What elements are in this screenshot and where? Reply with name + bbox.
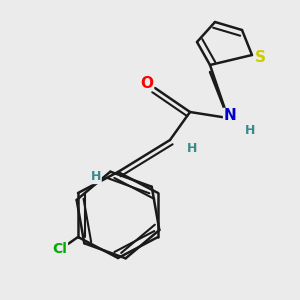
Text: H: H — [91, 170, 101, 184]
Text: Cl: Cl — [52, 242, 68, 256]
Text: H: H — [187, 142, 197, 154]
Text: O: O — [140, 76, 154, 91]
Text: S: S — [254, 50, 266, 64]
Text: H: H — [245, 124, 255, 136]
Text: N: N — [224, 109, 236, 124]
